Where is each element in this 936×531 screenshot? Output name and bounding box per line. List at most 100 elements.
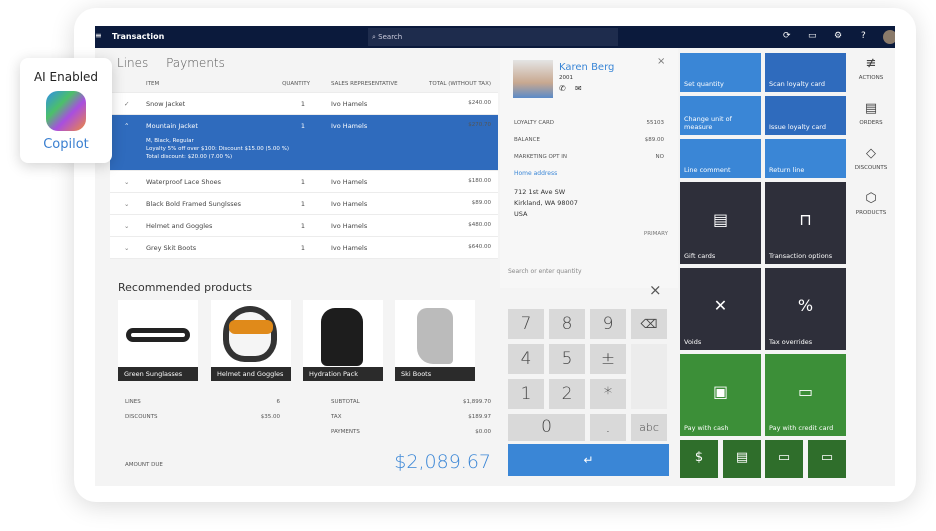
tile-tax-overrides[interactable]: % Tax overrides — [765, 268, 846, 350]
table-row[interactable]: ✓ Snow Jacket 1 Ivo Hamels $240.00 — [110, 93, 498, 115]
tile-change-unit[interactable]: Change unit of measure — [680, 96, 761, 135]
subtotal-value: $1,899.70 — [463, 399, 491, 405]
label: LOYALTY CARD — [514, 120, 555, 126]
search-icon: ⌕ — [372, 33, 379, 41]
product-card[interactable]: Helmet and Goggles — [211, 300, 291, 381]
chevron-up-icon[interactable]: ⌃ — [124, 122, 130, 130]
table-row[interactable]: ⌄ Helmet and Goggles 1 Ivo Hamels $480.00 — [110, 215, 498, 237]
email-icon[interactable]: ✉ — [575, 84, 582, 93]
product-label: Ski Boots — [395, 367, 475, 381]
header-quantity: QUANTITY — [282, 81, 310, 87]
tile-label: Scan loyalty card — [769, 80, 825, 88]
chevron-down-icon[interactable]: ⌄ — [124, 244, 130, 252]
item-total: $480.00 — [468, 222, 491, 228]
table-row-selected[interactable]: ⌃ Mountain Jacket 1 Ivo Hamels $270.70 M, Bl… — [110, 115, 498, 171]
tile-label: Tax overrides — [769, 338, 813, 346]
table-row[interactable]: ⌄ Grey Skit Boots 1 Ivo Hamels $640.00 — [110, 237, 498, 259]
abc-key[interactable]: abc — [631, 414, 667, 441]
ski-boot-image — [417, 308, 453, 364]
message-icon[interactable]: ▭ — [808, 31, 817, 41]
label: BALANCE — [514, 137, 540, 143]
tile-scan-loyalty-card[interactable]: Scan loyalty card — [765, 53, 846, 92]
product-card[interactable]: Hydration Pack — [303, 300, 383, 381]
pay-customer-account-button[interactable]: ▭ — [808, 440, 846, 478]
table-row[interactable]: ⌄ Black Bold Framed Sunglsses 1 Ivo Hamels $… — [110, 193, 498, 215]
nav-products[interactable]: ⬡ PRODUCTS — [847, 191, 895, 236]
chevron-down-icon[interactable]: ⌄ — [124, 200, 130, 208]
header-total: TOTAL (WITHOUT TAX) — [429, 81, 491, 87]
tile-label: Set quantity — [684, 80, 724, 88]
key-8[interactable]: 8 — [549, 309, 585, 339]
search-input[interactable]: ⌕ Search — [368, 28, 618, 46]
quantity-input[interactable]: Search or enter quantity — [508, 268, 582, 275]
key-5[interactable]: 5 — [549, 344, 585, 374]
item-qty: 1 — [300, 122, 305, 130]
tile-label: Transaction options — [769, 252, 833, 260]
product-label: Helmet and Goggles — [211, 367, 291, 381]
backspace-key[interactable]: ⌫ — [631, 309, 667, 339]
table-row[interactable]: ⌄ Waterproof Lace Shoes 1 Ivo Hamels $180.00 — [110, 171, 498, 193]
item-rep: Ivo Hamels — [331, 100, 368, 108]
key-1[interactable]: 1 — [508, 379, 544, 409]
tile-set-quantity[interactable]: Set quantity — [680, 53, 761, 92]
tile-pay-credit-card[interactable]: ▭ Pay with credit card — [765, 354, 846, 436]
tab-lines[interactable]: Lines — [117, 56, 149, 70]
key-9[interactable]: 9 — [590, 309, 626, 339]
value: NO — [655, 154, 664, 160]
tile-return-line[interactable]: Return line — [765, 139, 846, 178]
refresh-icon[interactable]: ⟳ — [783, 31, 791, 41]
chevron-down-icon[interactable]: ⌄ — [124, 222, 130, 230]
decimal-key[interactable]: . — [590, 414, 626, 441]
pay-currency-button[interactable]: $ — [680, 440, 718, 478]
help-icon[interactable]: ? — [861, 31, 866, 41]
discounts-value: $35.00 — [260, 414, 280, 420]
product-card[interactable]: Ski Boots — [395, 300, 475, 381]
address: 712 1st Ave SW Kirkland, WA 98007 USA — [514, 187, 578, 220]
products-icon: ⬡ — [865, 191, 877, 206]
item-qty: 1 — [300, 100, 305, 108]
detail-loyalty: Loyalty 5% off over $100: Discount $15.0… — [146, 146, 290, 152]
pay-gift-card-button[interactable]: ▤ — [723, 440, 761, 478]
enter-button[interactable]: ↵ — [508, 444, 669, 476]
tile-pay-cash[interactable]: ▣ Pay with cash — [680, 354, 761, 436]
item-rep: Ivo Hamels — [331, 122, 368, 130]
badge-name: Copilot — [43, 137, 89, 152]
avatar[interactable] — [883, 30, 895, 44]
customer-card-icon: ▭ — [820, 450, 834, 465]
backpack-image — [321, 308, 363, 366]
close-icon[interactable]: × — [649, 281, 662, 299]
nav-orders[interactable]: ▤ ORDERS — [847, 101, 895, 146]
tile-transaction-options[interactable]: ⊓ Transaction options — [765, 182, 846, 264]
gear-icon[interactable]: ⚙ — [834, 31, 843, 41]
key-2[interactable]: 2 — [549, 379, 585, 409]
key-0[interactable]: 0 — [508, 414, 585, 441]
nav-discounts[interactable]: ◇ DISCOUNTS — [847, 146, 895, 191]
multiply-key[interactable]: * — [590, 379, 626, 409]
item-name: Waterproof Lace Shoes — [146, 178, 222, 186]
nav-label: PRODUCTS — [855, 210, 887, 216]
tile-issue-loyalty-card[interactable]: Issue loyalty card — [765, 96, 846, 135]
nav-actions[interactable]: ≢ ACTIONS — [847, 56, 895, 101]
plus-minus-key[interactable]: ± — [590, 344, 626, 374]
address-title[interactable]: Home address — [514, 170, 558, 177]
tile-voids[interactable]: ✕ Voids — [680, 268, 761, 350]
tile-line-comment[interactable]: Line comment — [680, 139, 761, 178]
tab-payments[interactable]: Payments — [166, 56, 225, 70]
tax-override-icon: % — [797, 296, 814, 315]
key-7[interactable]: 7 — [508, 309, 544, 339]
phone-icon[interactable]: ✆ — [559, 84, 566, 93]
menu-icon[interactable]: ≡ — [95, 31, 102, 40]
tile-gift-cards[interactable]: ▤ Gift cards — [680, 182, 761, 264]
product-card[interactable]: Green Sunglasses — [118, 300, 198, 381]
customer-name[interactable]: Karen Berg — [559, 62, 615, 73]
tabs: Lines Payments — [117, 56, 225, 70]
lines-table: ITEM QUANTITY SALES REPRESENTATIVE TOTAL… — [110, 76, 498, 259]
tile-label: Pay with cash — [684, 424, 729, 432]
pay-loyalty-card-button[interactable]: ▭ — [765, 440, 803, 478]
key-4[interactable]: 4 — [508, 344, 544, 374]
chevron-down-icon[interactable]: ⌄ — [124, 178, 130, 186]
label: MARKETING OPT IN — [514, 154, 568, 160]
gift-card-icon: ▤ — [735, 450, 749, 465]
item-total: $180.00 — [468, 178, 491, 184]
close-icon[interactable]: × — [657, 56, 666, 67]
